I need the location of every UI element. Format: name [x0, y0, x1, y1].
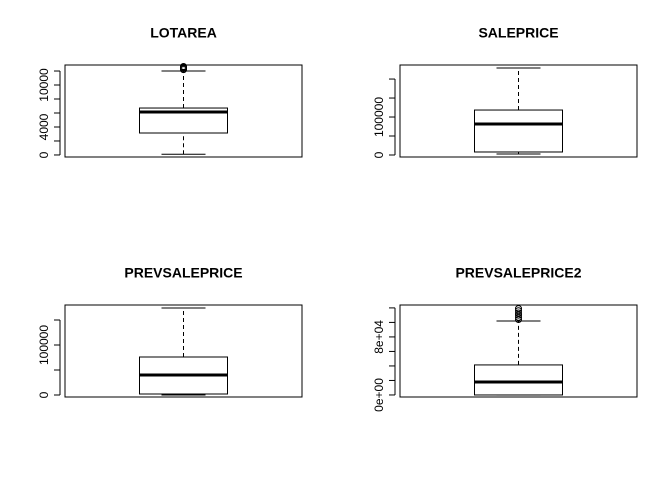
- y-tick-label: 10000: [37, 68, 51, 102]
- outlier: [515, 316, 522, 324]
- plot-frame: [399, 64, 638, 158]
- chart-title: SALEPRICE: [478, 25, 558, 41]
- chart-title: PREVSALEPRICE2: [455, 265, 581, 281]
- plot-frame: [64, 304, 303, 398]
- outlier: [515, 309, 522, 317]
- y-tick-label: 0e+00: [372, 378, 386, 412]
- box: [474, 364, 563, 396]
- plot-frame: [64, 64, 303, 158]
- y-tick-label: 0: [37, 391, 51, 398]
- outlier: [515, 307, 522, 315]
- plot-frame: [399, 304, 638, 398]
- box: [474, 109, 563, 153]
- outlier: [180, 62, 187, 70]
- outlier: [515, 313, 522, 321]
- chart-title: PREVSALEPRICE: [124, 265, 242, 281]
- y-tick-label: 0: [37, 151, 51, 158]
- outlier: [515, 305, 522, 313]
- chart-title: LOTAREA: [150, 25, 217, 41]
- y-tick-label: 100000: [372, 97, 386, 137]
- y-tick-label: 8e+04: [372, 320, 386, 354]
- y-tick-label: 0: [372, 151, 386, 158]
- outlier: [515, 311, 522, 319]
- y-tick-label: 100000: [37, 325, 51, 365]
- y-tick-label: 4000: [37, 113, 51, 140]
